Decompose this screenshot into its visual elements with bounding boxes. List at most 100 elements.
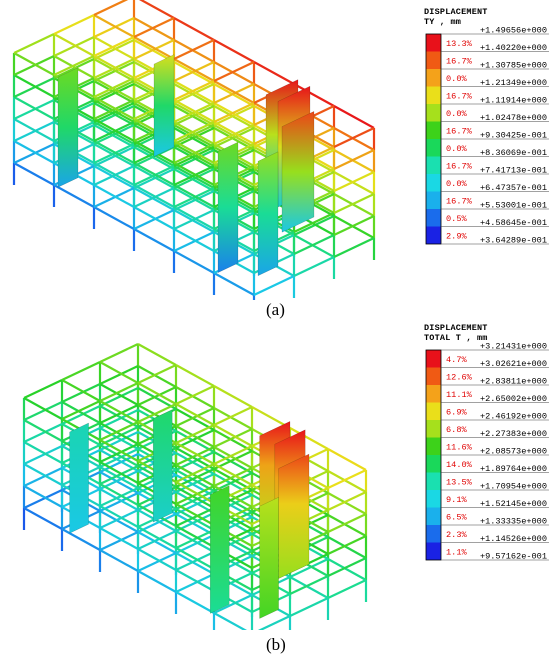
beam-member [175, 446, 215, 466]
legend-percent: 0.0% [446, 179, 467, 189]
beam-member [93, 184, 135, 208]
legend-percent: 14.0% [446, 460, 473, 470]
beam-member [253, 61, 295, 85]
beam-member [213, 61, 255, 85]
beam-member [99, 387, 139, 407]
beam-member [213, 127, 255, 148]
beam-member [173, 209, 215, 230]
beam-member [175, 552, 215, 575]
beam-member [175, 591, 215, 614]
legend-value: +1.30785e+000 [480, 61, 547, 71]
beam-member [175, 547, 215, 570]
beam-member [93, 102, 135, 123]
legend-color-band [426, 69, 441, 87]
beam-member [23, 489, 63, 509]
legend-percent: 6.8% [446, 425, 467, 435]
beam-member [93, 55, 135, 79]
beam-member [93, 146, 135, 167]
beam-member [333, 215, 375, 236]
beam-member [93, 99, 135, 123]
beam-member [175, 486, 215, 509]
beam-member [99, 343, 139, 363]
beam-member [93, 39, 135, 60]
beam-member [175, 364, 215, 387]
beam-member [61, 405, 101, 425]
figure-a: DISPLACEMENT TY , mm +1.49656e+000 +1.402… [0, 0, 550, 330]
beam-member [99, 405, 139, 428]
beam-member [13, 140, 55, 164]
beam-member [99, 549, 139, 572]
beam-member [333, 127, 375, 148]
beam-member [133, 206, 175, 230]
beam-member [173, 83, 215, 104]
legend-color-band [426, 174, 441, 192]
legend-title-line2-a: TY , mm [424, 16, 462, 27]
beam-member [93, 80, 135, 104]
beam-member [13, 121, 55, 142]
beam-member [93, 121, 135, 142]
beam-member [13, 99, 55, 120]
beam-member [175, 551, 215, 571]
legend-value: +2.83811e+000 [480, 377, 547, 387]
beam-member [289, 597, 329, 617]
beam-member [93, 124, 135, 145]
beam-member [137, 531, 177, 554]
legend-color-band [426, 402, 441, 420]
beam-member [133, 168, 175, 189]
beam-member [173, 80, 215, 101]
beam-member [93, 61, 135, 82]
beam-member [23, 507, 63, 530]
beam-member [13, 77, 55, 98]
shear-wall [57, 67, 79, 188]
beam-member [327, 470, 367, 493]
beam-member [99, 400, 139, 423]
beam-member [99, 431, 139, 451]
beam-member [175, 442, 215, 465]
beam-member [173, 231, 215, 252]
beam-member [213, 39, 255, 63]
beam-member [173, 140, 215, 164]
beam-member [175, 403, 215, 426]
beam-member [23, 397, 63, 420]
beam-member [53, 184, 95, 208]
legend-percent: 0.0% [446, 74, 467, 84]
beam-member [13, 33, 55, 54]
legend-value: +1.21349e+000 [480, 78, 547, 88]
legend-percent: 16.7% [446, 161, 473, 171]
legend-percent: 11.6% [446, 442, 473, 452]
beam-member [99, 409, 139, 429]
legend-color-band [426, 51, 441, 69]
beam-member [99, 510, 139, 533]
beam-member [133, 187, 175, 211]
beam-member [23, 445, 63, 465]
beam-member [175, 452, 215, 475]
beam-member [93, 165, 135, 189]
beam-member [175, 525, 215, 548]
legend-color-band [426, 86, 441, 104]
beam-member [213, 485, 253, 508]
legend-value: +9.57162e-001 [480, 552, 547, 562]
beam-member [289, 576, 329, 599]
beam-member [93, 143, 135, 164]
beam-member [137, 343, 177, 366]
shear-wall [281, 111, 315, 233]
beam-member [175, 512, 215, 532]
beam-member [213, 61, 255, 82]
beam-member [133, 146, 175, 170]
beam-member [93, 140, 135, 164]
beam-member [137, 387, 177, 410]
beam-member [213, 612, 248, 630]
legend-title-line2-b: TOTAL T , mm [424, 332, 488, 343]
beam-member [213, 472, 253, 492]
legend-color-band [426, 542, 441, 560]
beam-member [173, 143, 215, 164]
beam-member [137, 570, 177, 593]
beam-member [99, 443, 139, 463]
beam-member [93, 165, 135, 186]
beam-member [23, 441, 63, 464]
beam-member [93, 77, 135, 101]
beam-member [175, 507, 215, 527]
shear-wall [153, 54, 175, 157]
beam-member [173, 162, 215, 186]
legend-value: +2.08573e+000 [480, 447, 547, 457]
